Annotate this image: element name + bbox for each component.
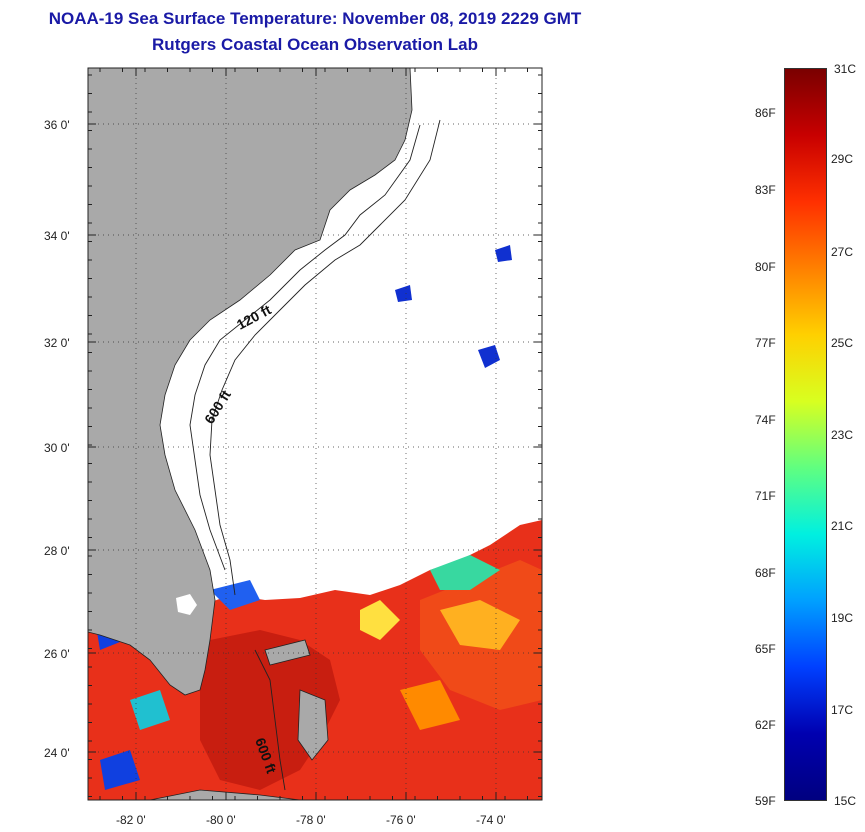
contour-600ft-south	[254, 649, 286, 791]
map-frame	[87, 67, 543, 801]
bahamas-grand	[264, 639, 311, 666]
land-us-southeast	[88, 68, 413, 696]
contour-120ft	[189, 124, 421, 571]
cb-fahrenheit-86: 86F	[755, 106, 776, 120]
cb-celsius-23: 23C	[831, 428, 854, 442]
lat-label-34: 34 0'	[44, 229, 70, 243]
cool-water-patch	[130, 690, 170, 730]
lon-label-74: -74 0'	[476, 813, 506, 827]
lon-label-82: -82 0'	[116, 813, 146, 827]
cold-pixels	[495, 245, 512, 262]
lat-label-24: 24 0'	[44, 746, 70, 760]
lat-label-26: 26 0'	[44, 647, 70, 661]
cb-celsius-25: 25C	[831, 336, 854, 350]
cool-water-patch	[400, 680, 460, 730]
cb-fahrenheit-77: 77F	[755, 336, 776, 350]
cool-water-patch	[360, 600, 400, 640]
cb-fahrenheit-71: 71F	[755, 489, 776, 503]
cb-fahrenheit-59: 59F	[755, 794, 776, 808]
temperature-colorbar	[784, 68, 827, 801]
lon-label-78: -78 0'	[296, 813, 326, 827]
cb-celsius-15: 15C	[834, 794, 857, 808]
contour-600ft	[209, 119, 441, 596]
cb-celsius-27: 27C	[831, 245, 854, 259]
cb-fahrenheit-62: 62F	[755, 718, 776, 732]
map-title: NOAA-19 Sea Surface Temperature: Novembe…	[48, 9, 582, 28]
cuba-coast	[149, 789, 301, 800]
cold-pixels	[395, 285, 412, 302]
cb-fahrenheit-68: 68F	[755, 566, 776, 580]
cool-water-patch	[100, 750, 140, 790]
cb-fahrenheit-83: 83F	[755, 183, 776, 197]
cold-pixels	[478, 345, 500, 368]
cb-celsius-17: 17C	[831, 703, 854, 717]
map-subtitle: Rutgers Coastal Ocean Observation Lab	[152, 35, 478, 54]
cb-fahrenheit-74: 74F	[755, 413, 776, 427]
lon-label-80: -80 0'	[206, 813, 236, 827]
cb-celsius-29: 29C	[831, 152, 854, 166]
cb-celsius-19: 19C	[831, 611, 854, 625]
lon-label-76: -76 0'	[386, 813, 416, 827]
cb-celsius-21: 21C	[831, 519, 854, 533]
cb-fahrenheit-80: 80F	[755, 260, 776, 274]
bahamas-andros	[297, 689, 329, 761]
cb-celsius-31: 31C	[834, 62, 857, 76]
lat-label-36: 36 0'	[44, 118, 70, 132]
cool-water-patch	[430, 555, 500, 590]
lat-label-28: 28 0'	[44, 544, 70, 558]
cb-fahrenheit-65: 65F	[755, 642, 776, 656]
lat-label-32: 32 0'	[44, 336, 70, 350]
cool-water-patch	[440, 600, 520, 650]
lat-label-30: 30 0'	[44, 441, 70, 455]
lake-okeechobee	[176, 594, 197, 615]
